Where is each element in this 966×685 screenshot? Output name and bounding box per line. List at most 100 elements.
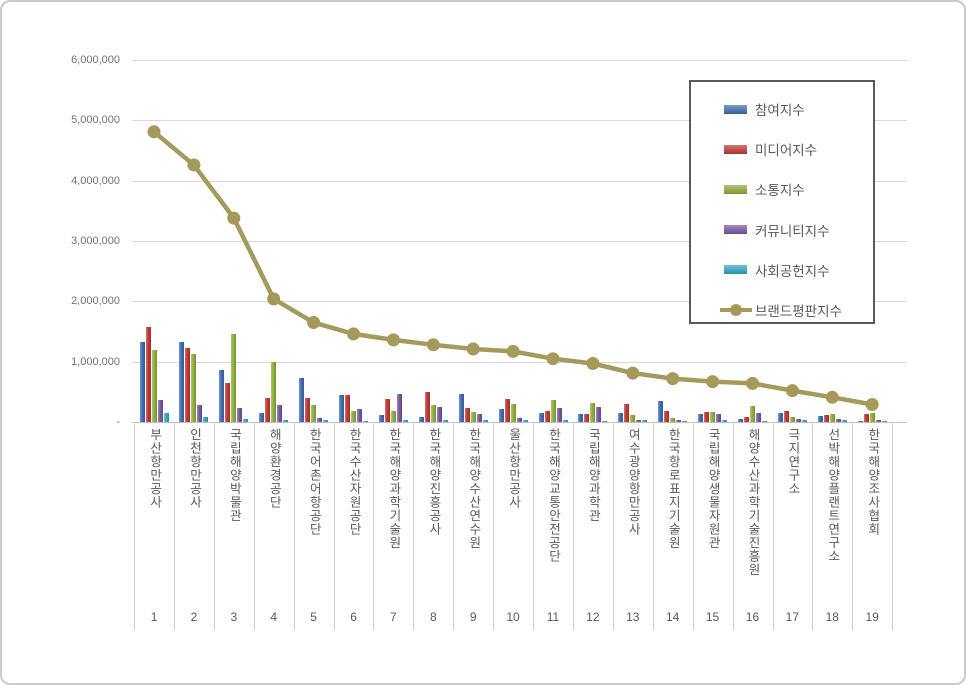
legend-entry-미디어지수: 미디어지수 (691, 129, 873, 169)
legend-entry-커뮤니티지수: 커뮤니티지수 (691, 210, 873, 250)
legend-label: 브랜드평판지수 (755, 304, 842, 320)
category-rank: 19 (865, 610, 879, 624)
bar-사회공헌지수-7 (402, 419, 408, 422)
bar-커뮤니티지수-14 (676, 419, 682, 422)
category-label: 한국수산자원공단 (334, 428, 374, 604)
bar-미디어지수-9 (464, 408, 470, 422)
brand-index-marker-2 (187, 158, 201, 172)
gridline-0 (132, 422, 907, 423)
category-label: 선박해양플랜트연구소 (812, 428, 852, 604)
category-label: 부산항만공사 (134, 428, 174, 604)
bar-미디어지수-2 (185, 347, 191, 422)
brand-index-marker-14 (666, 372, 680, 386)
bar-사회공헌지수-6 (363, 420, 368, 422)
bar-사회공헌지수-18 (841, 419, 847, 422)
bar-사회공헌지수-3 (243, 418, 249, 422)
y-tick-label: - (116, 416, 120, 428)
category-divider (772, 422, 774, 630)
bar-사회공헌지수-12 (602, 420, 608, 422)
category-divider (293, 422, 295, 630)
bar-사회공헌지수-15 (722, 420, 728, 422)
bar-커뮤니티지수-15 (716, 414, 722, 422)
legend-line-marker (730, 304, 742, 317)
category-label: 해양환경공단 (254, 428, 294, 604)
y-tick-label: 2,000,000 (71, 295, 120, 308)
category-divider (533, 422, 534, 630)
legend-label: 사회공헌지수 (755, 263, 830, 279)
bar-참여지수-15 (698, 414, 704, 422)
brand-index-marker-1 (147, 125, 161, 139)
legend-entry-소통지수: 소통지수 (691, 169, 873, 209)
bar-커뮤니티지수-16 (756, 412, 761, 422)
category-divider (852, 422, 854, 630)
bar-사회공헌지수-17 (801, 420, 807, 422)
bar-참여지수-12 (578, 413, 584, 422)
bar-사회공헌지수-4 (283, 420, 289, 422)
category-rank: 11 (546, 610, 560, 624)
bar-커뮤니티지수-17 (795, 419, 801, 422)
category-divider (692, 422, 694, 630)
bar-커뮤니티지수-6 (357, 409, 362, 422)
bar-커뮤니티지수-13 (636, 419, 642, 422)
bar-커뮤니티지수-5 (317, 417, 323, 422)
bar-미디어지수-4 (265, 398, 271, 422)
brand-index-marker-13 (626, 366, 640, 380)
category-rank: 7 (389, 610, 397, 624)
bar-소통지수-1 (151, 350, 157, 422)
category-label-text: 해양환경공단 (267, 428, 282, 509)
bar-사회공헌지수-1 (163, 412, 169, 422)
brand-index-marker-7 (386, 333, 400, 347)
bar-미디어지수-19 (863, 414, 869, 422)
bar-미디어지수-14 (664, 411, 670, 422)
bar-커뮤니티지수-4 (277, 404, 283, 422)
bar-참여지수-3 (219, 370, 225, 422)
category-rank: 5 (310, 610, 317, 624)
category-label-text: 선박해양플랜트연구소 (825, 428, 840, 563)
legend-label: 참여지수 (755, 103, 805, 119)
category-rank: 16 (745, 610, 760, 624)
category-label-text: 한국항로표지기술원 (666, 428, 681, 550)
legend-label: 소통지수 (755, 183, 805, 199)
bar-소통지수-16 (750, 406, 755, 422)
bar-참여지수-19 (857, 421, 863, 422)
bar-참여지수-11 (538, 412, 544, 422)
category-label-text: 여수광양항만공사 (626, 428, 641, 536)
category-label: 한국해양수산연수원 (453, 428, 493, 604)
category-rank: 4 (270, 610, 278, 624)
bar-소통지수-7 (390, 410, 396, 422)
category-rank: 3 (230, 610, 238, 624)
category-divider (413, 422, 415, 630)
legend-label: 미디어지수 (755, 143, 818, 159)
category-divider (652, 422, 654, 630)
gridline-5000000 (132, 120, 907, 122)
brand-index-marker-11 (546, 352, 560, 366)
category-label: 인천항만공사 (174, 428, 214, 604)
bar-미디어지수-16 (744, 416, 749, 422)
category-label-text: 한국해양과학기술원 (386, 428, 401, 550)
bar-미디어지수-13 (624, 403, 630, 422)
y-tick-label: 5,000,000 (71, 114, 120, 127)
bar-참여지수-2 (179, 342, 185, 422)
bar-사회공헌지수-14 (682, 421, 688, 422)
bar-참여지수-8 (418, 416, 424, 422)
bar-미디어지수-10 (504, 399, 510, 422)
category-label-text: 한국해양진흥공사 (426, 428, 441, 536)
bar-사회공헌지수-10 (522, 420, 528, 422)
category-label-text: 한국해양조사협회 (865, 428, 880, 536)
bar-커뮤니티지수-3 (237, 408, 243, 422)
category-rank: 8 (429, 610, 437, 624)
brand-index-marker-9 (466, 342, 480, 356)
bar-참여지수-7 (378, 415, 384, 422)
bar-소통지수-2 (191, 353, 197, 422)
legend-entry-사회공헌지수: 사회공헌지수 (691, 250, 873, 290)
legend-swatch (724, 225, 747, 235)
bar-소통지수-8 (430, 405, 436, 422)
bar-소통지수-19 (869, 413, 875, 422)
category-label: 국립해양과학관 (573, 428, 613, 604)
category-label-text: 해양수산과학기술진흥원 (746, 428, 760, 577)
bar-커뮤니티지수-11 (556, 408, 562, 422)
bar-미디어지수-3 (225, 382, 231, 422)
bar-미디어지수-8 (424, 392, 430, 422)
bar-사회공헌지수-9 (482, 420, 488, 422)
bar-소통지수-5 (311, 405, 317, 422)
